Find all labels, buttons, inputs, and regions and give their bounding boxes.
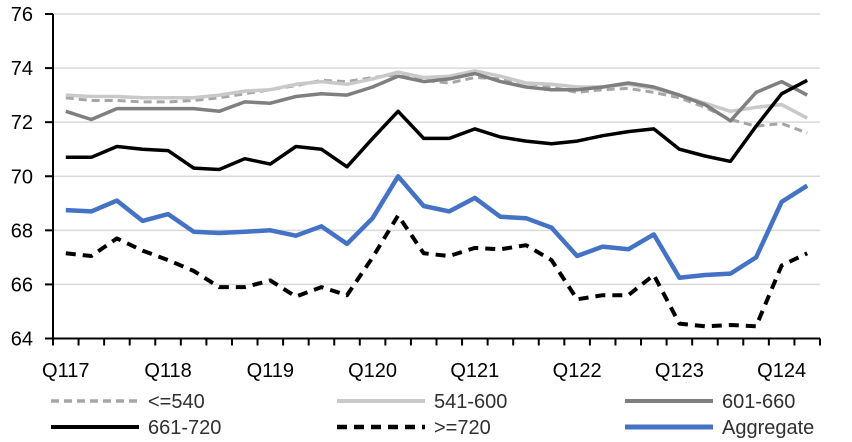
- series-line-aggregate: [65, 174, 809, 280]
- y-tick-label-72: 72: [11, 112, 33, 134]
- legend-label-s541-600: 541-600: [434, 391, 507, 413]
- x-tick-label-Q123: Q123: [655, 360, 704, 382]
- y-tick-label-66: 66: [11, 274, 33, 296]
- series-line-s661-720: [65, 78, 809, 172]
- series-line-s601-660: [65, 71, 809, 123]
- legend-label-ge720: >=720: [434, 417, 491, 439]
- x-tick-label-Q121: Q121: [450, 360, 499, 382]
- y-tick-label-64: 64: [11, 329, 33, 351]
- x-tick-label-Q120: Q120: [348, 360, 397, 382]
- legend-label-le540: <=540: [148, 391, 205, 413]
- x-tick-label-Q119: Q119: [247, 360, 294, 382]
- series-line-s541-600: [65, 69, 809, 120]
- series-line-le540: [65, 73, 808, 135]
- y-tick-label-68: 68: [11, 220, 33, 242]
- x-tick-label-Q117: Q117: [42, 360, 89, 382]
- x-tick-label-Q118: Q118: [144, 360, 191, 382]
- x-tick-label-Q124: Q124: [757, 360, 806, 382]
- y-tick-label-76: 76: [11, 4, 33, 26]
- series-line-ge720: [65, 213, 809, 329]
- y-tick-label-74: 74: [11, 58, 33, 80]
- y-tick-label-70: 70: [11, 166, 33, 188]
- legend-label-s601-660: 601-660: [722, 391, 795, 413]
- legend-label-aggregate: Aggregate: [722, 417, 814, 439]
- x-tick-label-Q122: Q122: [553, 360, 602, 382]
- legend-label-s661-720: 661-720: [148, 417, 221, 439]
